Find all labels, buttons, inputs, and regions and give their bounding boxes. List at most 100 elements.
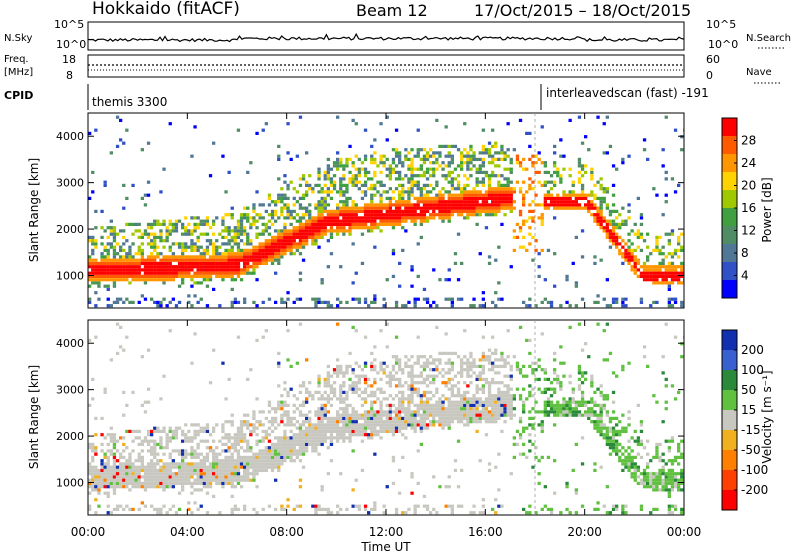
power-cell xyxy=(323,177,327,181)
velocity-cell xyxy=(221,429,225,433)
power-cell xyxy=(184,248,188,252)
power-cell xyxy=(208,261,213,265)
velocity-cell xyxy=(227,475,231,479)
velocity-cell xyxy=(243,433,247,437)
velocity-cell xyxy=(506,413,510,417)
velocity-cell xyxy=(193,332,197,336)
velocity-cell xyxy=(494,358,498,362)
power-cell xyxy=(500,196,504,200)
power-cell xyxy=(301,226,306,230)
velocity-cell xyxy=(122,468,126,472)
power-cell xyxy=(627,209,631,213)
velocity-cell xyxy=(212,452,216,456)
velocity-cell xyxy=(370,436,374,440)
velocity-cell xyxy=(131,481,135,485)
power-cell xyxy=(664,170,668,174)
velocity-cell xyxy=(357,374,361,378)
power-cell xyxy=(394,300,399,304)
velocity-cell xyxy=(212,468,216,472)
power-cell xyxy=(193,242,197,246)
velocity-cell xyxy=(444,361,448,365)
power-cell xyxy=(466,177,470,181)
power-cell xyxy=(243,206,247,210)
power-cell xyxy=(472,164,476,168)
power-cell xyxy=(447,196,451,200)
power-cell xyxy=(605,229,609,233)
velocity-cell xyxy=(398,426,402,430)
power-cell xyxy=(311,216,315,220)
velocity-cell xyxy=(280,420,284,424)
velocity-cell xyxy=(184,439,188,443)
power-cell xyxy=(370,161,374,165)
velocity-cell xyxy=(277,423,281,427)
power-cell xyxy=(283,245,287,249)
power-cell xyxy=(94,304,98,308)
power-cell xyxy=(506,196,510,200)
velocity-cell xyxy=(447,475,451,479)
power-cell xyxy=(264,222,268,226)
velocity-cell xyxy=(230,511,234,515)
velocity-cell xyxy=(379,329,383,333)
power-cell xyxy=(283,203,287,207)
power-cell xyxy=(205,271,210,275)
velocity-cell xyxy=(236,449,241,453)
velocity-cell xyxy=(193,465,197,469)
power-cell xyxy=(212,245,216,249)
power-cell xyxy=(602,219,606,223)
power-cell xyxy=(667,252,671,256)
power-cell xyxy=(562,190,566,194)
velocity-cell xyxy=(376,416,380,420)
velocity-cell xyxy=(236,335,241,339)
power-cell xyxy=(549,193,554,197)
velocity-cell xyxy=(460,413,464,417)
power-cell xyxy=(419,196,423,200)
velocity-cell xyxy=(422,361,427,365)
velocity-cell xyxy=(456,504,461,508)
velocity-cell xyxy=(184,475,188,479)
power-cell xyxy=(435,151,439,155)
power-cell xyxy=(565,206,569,210)
power-cell xyxy=(398,177,402,181)
power-cell xyxy=(618,226,622,230)
power-cell xyxy=(171,252,175,256)
velocity-cell xyxy=(168,481,172,485)
power-cell xyxy=(298,206,303,210)
power-cell xyxy=(670,229,675,233)
power-cell xyxy=(243,258,247,262)
power-cell xyxy=(326,213,330,217)
velocity-cell xyxy=(339,426,343,430)
power-cell xyxy=(202,219,206,223)
velocity-cell xyxy=(354,504,358,508)
power-cell xyxy=(593,255,597,259)
power-cell xyxy=(577,170,582,174)
power-cell xyxy=(140,274,144,278)
power-cell xyxy=(608,209,613,213)
power-cell xyxy=(137,271,141,275)
power-cell xyxy=(559,174,563,178)
velocity-cell xyxy=(326,397,330,401)
power-cell xyxy=(438,206,442,210)
power-cell xyxy=(215,258,219,262)
velocity-cell xyxy=(153,449,157,453)
power-cell xyxy=(475,209,479,213)
velocity-cell xyxy=(115,449,120,453)
power-cell xyxy=(407,164,411,168)
power-cell xyxy=(391,196,396,200)
power-cell xyxy=(466,193,470,197)
velocity-cell xyxy=(410,400,414,404)
velocity-cell xyxy=(227,478,231,482)
power-cell xyxy=(460,151,464,155)
power-cell xyxy=(522,203,526,207)
power-cell xyxy=(391,148,396,152)
power-cell xyxy=(416,242,420,246)
velocity-cell xyxy=(376,429,380,433)
power-cell xyxy=(388,187,392,191)
velocity-cell xyxy=(373,377,377,381)
velocity-cell xyxy=(463,397,467,401)
velocity-cell xyxy=(119,462,123,466)
power-cell xyxy=(280,239,284,243)
power-cell xyxy=(429,190,433,194)
velocity-cell xyxy=(500,403,504,407)
velocity-cell xyxy=(537,472,541,476)
velocity-cell xyxy=(122,475,126,479)
